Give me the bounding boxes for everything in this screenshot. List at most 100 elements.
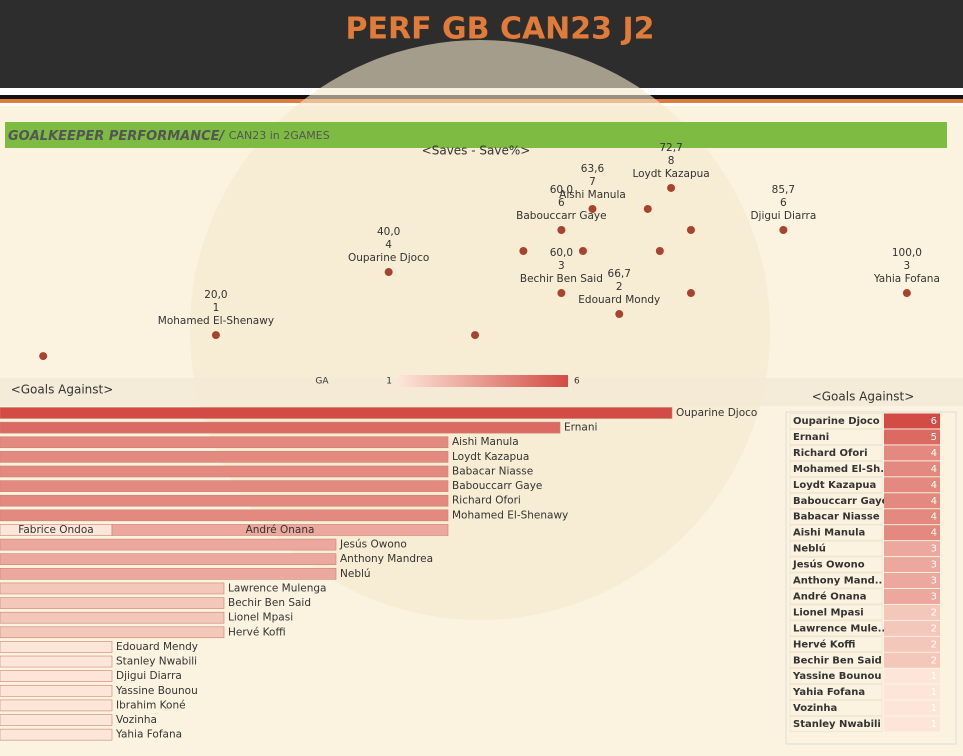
point bbox=[643, 204, 652, 213]
table-frame bbox=[785, 411, 957, 745]
point bbox=[686, 289, 695, 298]
save-pct-label: 63,6 bbox=[581, 163, 605, 175]
bar bbox=[0, 626, 225, 639]
keeper-name: Stanley Nwabili bbox=[793, 719, 881, 730]
keeper-name: Hervé Koffi bbox=[793, 638, 855, 650]
keeper-name: Aishi Manula bbox=[559, 189, 626, 201]
keeper-name: Bechir Ben Said bbox=[520, 273, 603, 285]
value-cell bbox=[884, 652, 940, 668]
keeper-name: Yahia Fofana bbox=[792, 687, 865, 698]
saves-label: 6 bbox=[780, 197, 787, 209]
goals-against: 4 bbox=[931, 448, 937, 459]
bar bbox=[0, 421, 561, 434]
saves-label: 4 bbox=[385, 239, 392, 251]
goals-against: 3 bbox=[931, 576, 937, 587]
bar-label: Yahia Fofana bbox=[115, 729, 182, 741]
value-cell bbox=[884, 573, 940, 588]
value-cell bbox=[884, 668, 940, 684]
save-pct-label: 40,0 bbox=[377, 226, 400, 238]
bar-label: Ernani bbox=[564, 422, 597, 434]
bar bbox=[0, 509, 449, 522]
bar-label: Vozinha bbox=[116, 714, 157, 726]
bar-label: Lionel Mpasi bbox=[228, 612, 293, 624]
goals-against: 4 bbox=[931, 512, 937, 523]
saves-label: 8 bbox=[668, 155, 675, 167]
keeper-name: Anthony Mand.. bbox=[793, 576, 882, 587]
bar-label: Lawrence Mulenga bbox=[228, 582, 327, 594]
value-cell bbox=[884, 429, 940, 445]
point bbox=[667, 183, 676, 192]
keeper-name: Loydt Kazapua bbox=[793, 480, 876, 491]
goals-against: 1 bbox=[931, 719, 937, 730]
name-cell bbox=[789, 572, 883, 589]
name-cell bbox=[789, 652, 883, 668]
bar-label: Jesús Owono bbox=[339, 539, 407, 551]
scatter-title: <Saves - Save%> bbox=[422, 144, 531, 158]
keeper-name: Ernani bbox=[793, 432, 829, 443]
name-cell bbox=[789, 477, 883, 493]
keeper-name: Ouparine Djoco bbox=[793, 416, 880, 427]
bar bbox=[0, 494, 449, 507]
value-cell bbox=[884, 461, 940, 477]
point bbox=[779, 225, 788, 234]
bar-label: Edouard Mendy bbox=[116, 641, 198, 653]
value-cell bbox=[884, 716, 940, 732]
keeper-name: Lionel Mpasi bbox=[793, 607, 864, 618]
keeper-name: Bechir Ben Said bbox=[793, 655, 882, 666]
goals-against: 4 bbox=[931, 496, 937, 507]
point bbox=[902, 289, 911, 298]
keeper-name: Richard Ofori bbox=[793, 448, 868, 459]
keeper-name: Edouard Mondy bbox=[578, 294, 660, 306]
bar bbox=[0, 714, 113, 726]
bar bbox=[0, 538, 337, 551]
bar-label: Ibrahim Koné bbox=[116, 699, 186, 711]
banner-subtitle: CAN23 in 2GAMES bbox=[229, 129, 330, 142]
header-title: PERF GB CAN23 J2 bbox=[345, 12, 654, 47]
name-cell bbox=[789, 556, 883, 573]
banner-title-text: GOALKEEPER PERFORMANCE/ bbox=[8, 129, 226, 144]
value-cell bbox=[884, 604, 940, 620]
goals-against: 3 bbox=[931, 560, 937, 571]
name-cell bbox=[789, 540, 883, 557]
bar bbox=[0, 480, 449, 492]
keeper-name: Babacar Niasse bbox=[793, 512, 880, 523]
name-cell bbox=[789, 429, 883, 445]
keeper-name: Djigui Diarra bbox=[750, 210, 816, 222]
point bbox=[39, 352, 48, 361]
goals-against: 1 bbox=[931, 671, 937, 682]
value-cell bbox=[884, 557, 940, 573]
name-cell bbox=[789, 461, 883, 477]
value-cell bbox=[884, 477, 940, 493]
bar-label: Aishi Manula bbox=[452, 436, 519, 448]
table-title: <Goals Against> bbox=[812, 390, 915, 404]
bar bbox=[0, 582, 225, 595]
keeper-name: Yahia Fofana bbox=[873, 273, 940, 285]
keeper-name: Neblú bbox=[793, 543, 826, 555]
bar-label: Djigui Diarra bbox=[116, 670, 182, 682]
value-cell bbox=[884, 445, 940, 461]
point bbox=[655, 247, 664, 256]
save-pct-label: 85,7 bbox=[772, 184, 795, 196]
keeper-name: Lawrence Mule.. bbox=[793, 623, 885, 634]
value-cell bbox=[884, 525, 940, 541]
bar-label: André Onana bbox=[246, 524, 315, 536]
bar-label: Mohamed El-Shenawy bbox=[452, 509, 568, 521]
save-pct-label: 100,0 bbox=[892, 247, 922, 259]
legend-title: GA bbox=[315, 377, 329, 387]
name-cell bbox=[789, 588, 883, 605]
bar bbox=[0, 699, 113, 712]
banner bbox=[5, 122, 947, 148]
bar bbox=[0, 641, 113, 653]
goals-against: 5 bbox=[931, 432, 937, 443]
save-pct-label: 20,0 bbox=[204, 289, 227, 301]
bar bbox=[0, 553, 337, 566]
goals-against: 6 bbox=[931, 416, 937, 427]
saves-label: 3 bbox=[558, 260, 565, 272]
bar-label: Loydt Kazapua bbox=[452, 451, 529, 463]
bar bbox=[0, 407, 673, 419]
bar-label: Richard Ofori bbox=[452, 495, 521, 507]
saves-label: 7 bbox=[589, 176, 596, 188]
bar bbox=[0, 451, 449, 463]
